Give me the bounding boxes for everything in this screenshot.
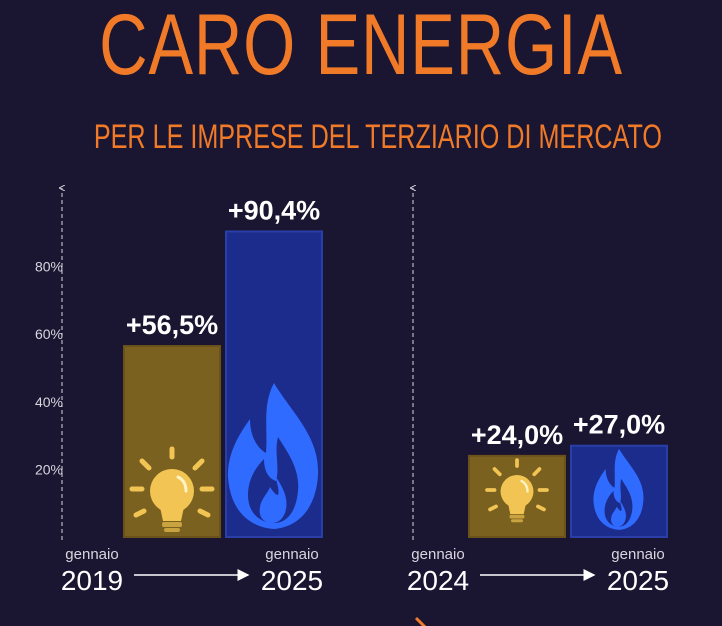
chart-panel-2: +24,0% +27,0% gennaio 2024 gennaio 2025	[407, 188, 669, 596]
data-label: +24,0%	[471, 420, 563, 450]
period-start-month: gennaio	[65, 546, 118, 563]
period-start-year: 2024	[407, 565, 469, 596]
chart-panel-1: 20% 40% 60% 80% +56,5% +90,4% gennaio 2019 genna…	[35, 188, 323, 596]
period-end-year: 2025	[261, 565, 323, 596]
data-label: +90,4%	[228, 195, 320, 225]
y-tick-label: 20%	[35, 461, 63, 477]
period-end-month: gennaio	[265, 546, 318, 563]
y-tick-label: 80%	[35, 259, 63, 275]
chart-title: CARO ENERGIA	[99, 0, 623, 93]
chart-subtitle: PER LE IMPRESE DEL TERZIARIO DI MERCATO	[93, 118, 662, 156]
period-start-year: 2019	[61, 565, 123, 596]
data-label: +27,0%	[573, 410, 665, 440]
chevron-icon	[414, 616, 427, 626]
y-tick-label: 40%	[35, 394, 63, 410]
period-end-month: gennaio	[611, 546, 664, 563]
y-tick-label: 60%	[35, 326, 63, 342]
data-label: +56,5%	[126, 310, 218, 340]
period-start-month: gennaio	[411, 546, 464, 563]
period-end-year: 2025	[607, 565, 669, 596]
